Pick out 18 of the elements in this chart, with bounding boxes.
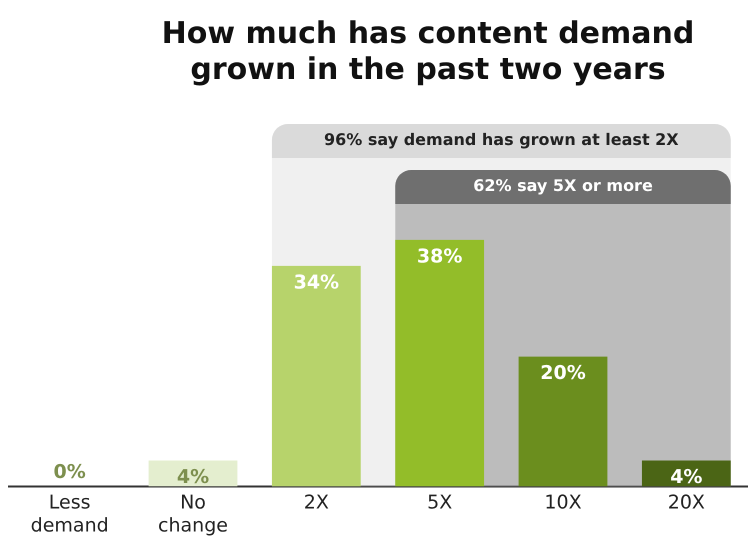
data-label: 38% bbox=[416, 245, 462, 268]
x-tick-label: 10X bbox=[544, 492, 582, 514]
band-label: 96% say demand has grown at least 2X bbox=[324, 130, 680, 150]
x-tick-label: Less demand bbox=[30, 492, 109, 537]
data-label: 4% bbox=[670, 466, 702, 488]
chart-title: How much has content demand grown in the past two years bbox=[160, 15, 696, 89]
band-label: 62% say 5X or more bbox=[473, 176, 653, 196]
bar bbox=[272, 266, 361, 486]
data-label: 20% bbox=[540, 362, 586, 384]
bar bbox=[518, 356, 608, 486]
bar bbox=[395, 240, 484, 486]
x-tick-label: 2X bbox=[304, 492, 329, 514]
data-label: 34% bbox=[294, 271, 340, 294]
x-tick-label: 20X bbox=[668, 492, 705, 514]
x-tick-label: 5X bbox=[427, 492, 452, 514]
x-tick-label: No change bbox=[158, 492, 228, 537]
data-label: 0% bbox=[54, 460, 86, 483]
data-label: 4% bbox=[176, 466, 210, 488]
